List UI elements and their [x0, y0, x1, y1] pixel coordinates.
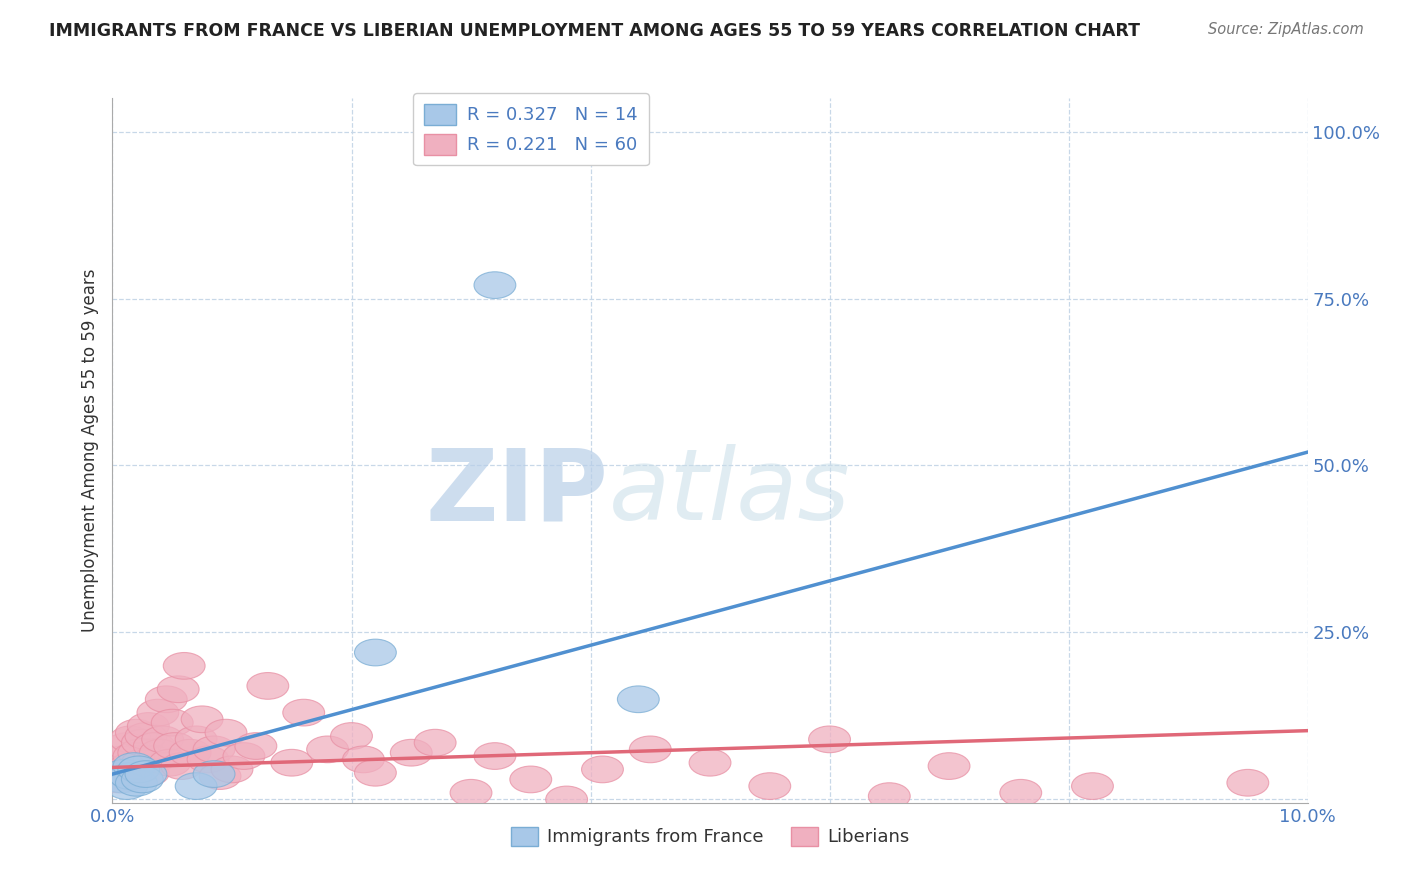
Ellipse shape — [271, 749, 312, 776]
Ellipse shape — [1227, 770, 1268, 797]
Ellipse shape — [152, 709, 193, 736]
Ellipse shape — [105, 732, 148, 759]
Ellipse shape — [125, 723, 167, 749]
Ellipse shape — [149, 749, 191, 776]
Ellipse shape — [193, 736, 235, 763]
Ellipse shape — [391, 739, 432, 766]
Ellipse shape — [749, 772, 790, 799]
Ellipse shape — [283, 699, 325, 726]
Ellipse shape — [145, 686, 187, 713]
Ellipse shape — [157, 676, 200, 703]
Ellipse shape — [104, 759, 145, 786]
Ellipse shape — [510, 766, 551, 793]
Ellipse shape — [110, 763, 152, 789]
Ellipse shape — [142, 726, 184, 753]
Ellipse shape — [869, 783, 910, 809]
Ellipse shape — [1071, 772, 1114, 799]
Ellipse shape — [330, 723, 373, 749]
Ellipse shape — [115, 719, 157, 746]
Ellipse shape — [97, 766, 139, 793]
Ellipse shape — [110, 753, 152, 780]
Ellipse shape — [153, 732, 195, 759]
Ellipse shape — [163, 653, 205, 679]
Ellipse shape — [689, 749, 731, 776]
Ellipse shape — [546, 786, 588, 813]
Ellipse shape — [112, 743, 155, 770]
Ellipse shape — [105, 772, 148, 799]
Ellipse shape — [1000, 780, 1042, 806]
Ellipse shape — [307, 736, 349, 763]
Ellipse shape — [474, 743, 516, 770]
Ellipse shape — [134, 746, 176, 772]
Ellipse shape — [617, 686, 659, 713]
Ellipse shape — [176, 772, 217, 799]
Ellipse shape — [101, 766, 143, 793]
Ellipse shape — [101, 746, 143, 772]
Ellipse shape — [128, 713, 169, 739]
Ellipse shape — [200, 763, 240, 789]
Ellipse shape — [121, 749, 163, 776]
Ellipse shape — [450, 780, 492, 806]
Ellipse shape — [224, 743, 264, 770]
Ellipse shape — [205, 719, 247, 746]
Legend: Immigrants from France, Liberians: Immigrants from France, Liberians — [503, 820, 917, 854]
Ellipse shape — [181, 706, 224, 732]
Ellipse shape — [354, 759, 396, 786]
Ellipse shape — [118, 756, 160, 783]
Ellipse shape — [128, 759, 169, 786]
Ellipse shape — [118, 739, 160, 766]
Ellipse shape — [582, 756, 623, 783]
Ellipse shape — [139, 739, 181, 766]
Ellipse shape — [134, 732, 176, 759]
Ellipse shape — [343, 746, 384, 772]
Ellipse shape — [160, 753, 202, 780]
Ellipse shape — [110, 726, 152, 753]
Ellipse shape — [176, 726, 217, 753]
Ellipse shape — [115, 759, 157, 786]
Ellipse shape — [136, 699, 179, 726]
Ellipse shape — [115, 770, 157, 797]
Ellipse shape — [169, 739, 211, 766]
Y-axis label: Unemployment Among Ages 55 to 59 years: Unemployment Among Ages 55 to 59 years — [80, 268, 98, 632]
Ellipse shape — [121, 766, 163, 793]
Ellipse shape — [104, 759, 145, 786]
Ellipse shape — [125, 761, 167, 788]
Ellipse shape — [247, 673, 288, 699]
Ellipse shape — [928, 753, 970, 780]
Ellipse shape — [235, 732, 277, 759]
Ellipse shape — [121, 730, 163, 756]
Text: ZIP: ZIP — [426, 444, 609, 541]
Ellipse shape — [193, 761, 235, 788]
Text: Source: ZipAtlas.com: Source: ZipAtlas.com — [1208, 22, 1364, 37]
Ellipse shape — [112, 753, 155, 780]
Ellipse shape — [474, 272, 516, 299]
Ellipse shape — [211, 756, 253, 783]
Text: IMMIGRANTS FROM FRANCE VS LIBERIAN UNEMPLOYMENT AMONG AGES 55 TO 59 YEARS CORREL: IMMIGRANTS FROM FRANCE VS LIBERIAN UNEMP… — [49, 22, 1140, 40]
Ellipse shape — [415, 730, 456, 756]
Text: atlas: atlas — [609, 444, 851, 541]
Ellipse shape — [808, 726, 851, 753]
Ellipse shape — [354, 640, 396, 665]
Ellipse shape — [187, 746, 229, 772]
Ellipse shape — [630, 736, 671, 763]
